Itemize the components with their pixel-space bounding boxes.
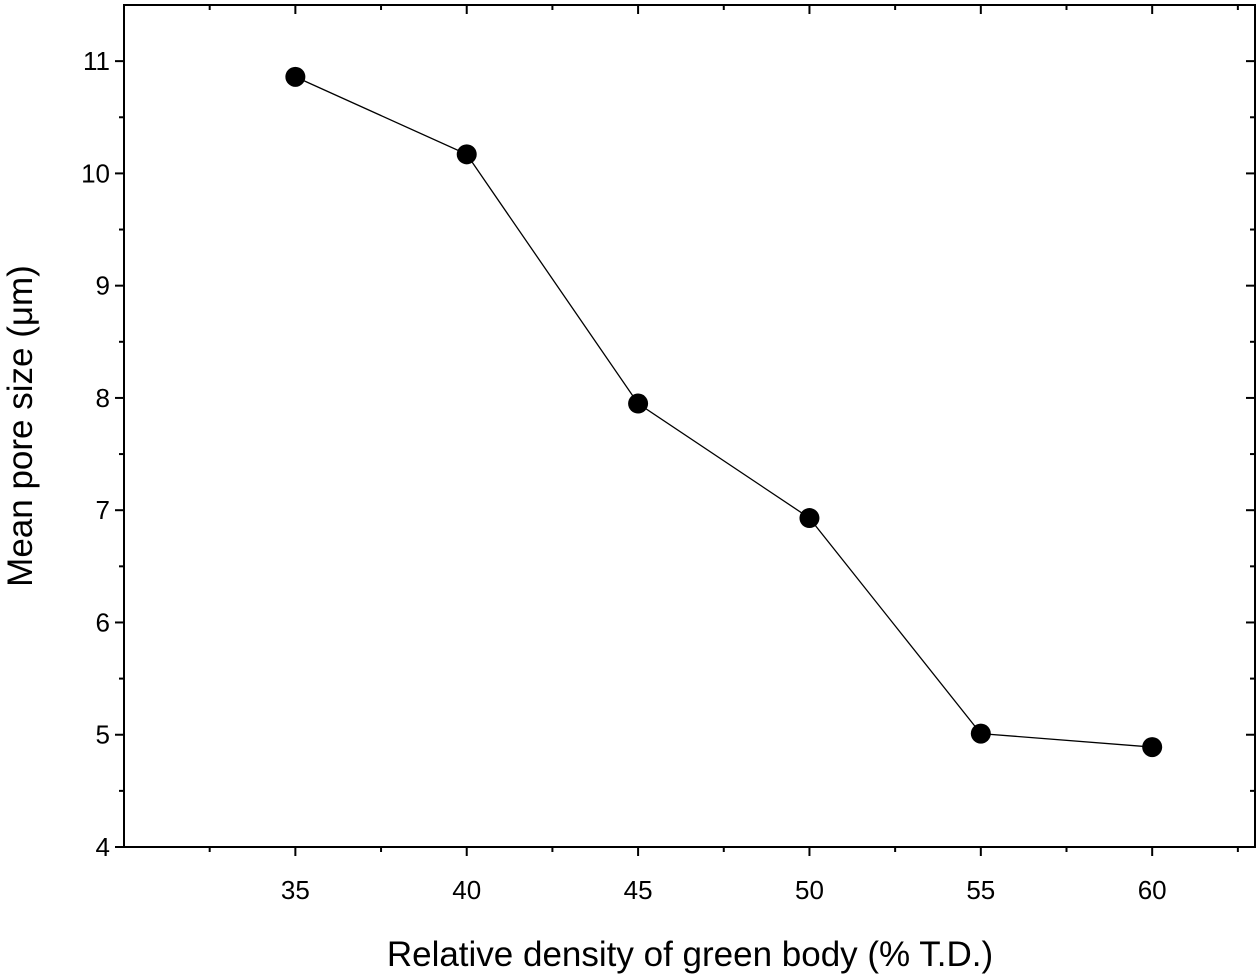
data-point	[799, 508, 820, 529]
y-tick-label: 10	[81, 158, 110, 188]
y-tick-label: 5	[96, 720, 110, 750]
data-point	[285, 66, 306, 87]
x-tick-label: 35	[281, 875, 310, 905]
series-line	[295, 76, 1153, 748]
y-tick-label: 7	[96, 495, 110, 525]
x-axis-title: Relative density of green body (% T.D.)	[387, 935, 993, 974]
x-tick-label: 40	[452, 875, 481, 905]
data-point	[970, 723, 991, 744]
x-tick-label: 50	[795, 875, 824, 905]
data-point	[628, 393, 649, 414]
y-axis-title: Mean pore size (μm)	[1, 265, 40, 587]
y-tick-label: 4	[96, 832, 110, 862]
x-tick-label: 55	[966, 875, 995, 905]
y-tick-label: 8	[96, 383, 110, 413]
x-axis-ticks: 35 40 45 50 55 60	[208, 5, 1239, 905]
x-tick-label: 45	[624, 875, 653, 905]
series-layer	[285, 66, 1163, 758]
y-tick-label: 9	[96, 271, 110, 301]
y-tick-label: 11	[83, 46, 110, 76]
y-tick-label: 6	[96, 607, 110, 637]
data-point	[456, 144, 477, 165]
data-point	[1142, 737, 1163, 758]
plot-frame	[123, 4, 1256, 848]
y-axis-ticks: 4 5 6 7 8 9 10 11	[81, 46, 1255, 862]
x-tick-label: 60	[1138, 875, 1167, 905]
